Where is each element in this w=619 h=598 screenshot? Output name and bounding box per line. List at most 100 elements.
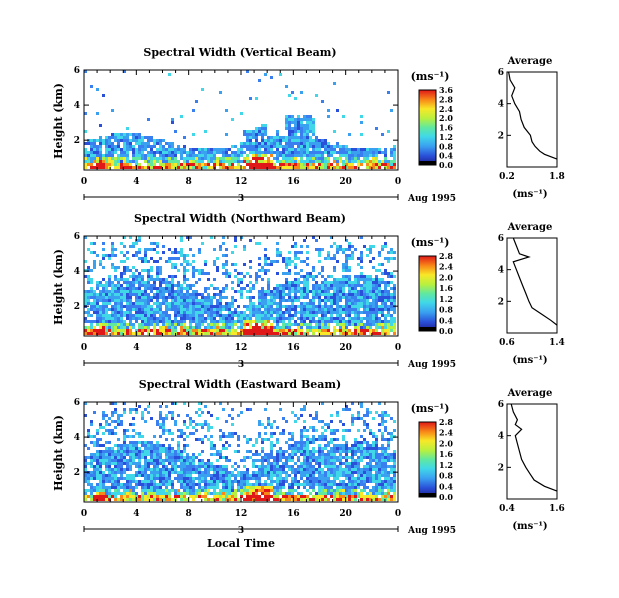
heatmap-cell (315, 293, 318, 296)
heatmap-cell (153, 459, 156, 462)
heatmap-cell (393, 145, 396, 148)
heatmap-cell (117, 483, 120, 486)
heatmap-cell (267, 278, 270, 281)
heatmap-cell (288, 269, 291, 272)
heatmap-cell (360, 151, 363, 154)
heatmap-cell (312, 275, 315, 278)
heatmap-cell (171, 483, 174, 486)
heatmap-cell (90, 435, 93, 438)
heatmap-cell (138, 239, 141, 242)
heatmap-cell (288, 305, 291, 308)
profile-x-tick-label: 0.6 (499, 338, 515, 348)
heatmap-cell (354, 248, 357, 251)
heatmap-cell (114, 432, 117, 435)
heatmap-cell (342, 429, 345, 432)
heatmap-cell (312, 465, 315, 468)
heatmap-cell (255, 471, 258, 474)
heatmap-cell (180, 287, 183, 290)
heatmap-cell (162, 251, 165, 254)
heatmap-cell (279, 314, 282, 317)
heatmap-cell (120, 447, 123, 450)
heatmap-cell (288, 263, 291, 266)
heatmap-cell (114, 453, 117, 456)
heatmap-cell (108, 477, 111, 480)
heatmap-cell (366, 320, 369, 323)
heatmap-cell (174, 465, 177, 468)
heatmap-cell (312, 157, 315, 160)
heatmap-cell (96, 474, 99, 477)
heatmap-cell (195, 411, 198, 414)
heatmap-cell (198, 408, 201, 411)
heatmap-cell (261, 266, 264, 269)
heatmap-cell (210, 148, 213, 151)
heatmap-cell (339, 245, 342, 248)
heatmap-cell (168, 323, 171, 326)
heatmap-cell (180, 329, 183, 332)
heatmap-cell (156, 329, 159, 332)
heatmap-cell (129, 486, 132, 489)
heatmap-cell (138, 299, 141, 302)
heatmap-cell (345, 278, 348, 281)
heatmap-cell (213, 489, 216, 492)
heatmap-cell (264, 459, 267, 462)
heatmap-cell (276, 308, 279, 311)
heatmap-cell (216, 320, 219, 323)
heatmap-cell (246, 329, 249, 332)
profile-y-tick-label: 6 (498, 234, 504, 244)
heatmap-cell (216, 417, 219, 420)
heatmap-cell (270, 447, 273, 450)
heatmap-cell (219, 166, 222, 169)
heatmap-cell (378, 269, 381, 272)
heatmap-cell (156, 441, 159, 444)
heatmap-cell (93, 242, 96, 245)
heatmap-cell (267, 148, 270, 151)
heatmap-cell (126, 142, 129, 145)
heatmap-cell (84, 332, 87, 335)
heatmap-cell (132, 242, 135, 245)
heatmap-cell (168, 257, 171, 260)
x-tick-label: 4 (133, 177, 139, 187)
heatmap-cell (315, 429, 318, 432)
heatmap-cell (288, 163, 291, 166)
heatmap-cell (339, 459, 342, 462)
heatmap-cell (261, 462, 264, 465)
heatmap-cell (102, 139, 105, 142)
heatmap-cell (138, 302, 141, 305)
heatmap-cell (132, 314, 135, 317)
heatmap-cell (294, 320, 297, 323)
heatmap-cell (291, 456, 294, 459)
heatmap-cell (138, 468, 141, 471)
heatmap-cell (108, 160, 111, 163)
heatmap-cell (336, 251, 339, 254)
heatmap-cell (309, 474, 312, 477)
heatmap-cell (204, 166, 207, 169)
heatmap-cell (243, 435, 246, 438)
heatmap-cell (174, 317, 177, 320)
heatmap-cell (102, 462, 105, 465)
heatmap-cell (165, 453, 168, 456)
heatmap-cell (312, 148, 315, 151)
heatmap-cell (303, 471, 306, 474)
heatmap-cell (255, 139, 258, 142)
heatmap-cell (222, 471, 225, 474)
heatmap-cell (198, 251, 201, 254)
heatmap-cell (84, 414, 87, 417)
heatmap-cell (243, 311, 246, 314)
heatmap-cell (327, 308, 330, 311)
heatmap-cell (231, 145, 234, 148)
heatmap-cell (228, 495, 231, 498)
heatmap-cell (240, 296, 243, 299)
heatmap-cell (189, 308, 192, 311)
heatmap-cell (186, 462, 189, 465)
heatmap-cell (390, 251, 393, 254)
heatmap-cell (141, 456, 144, 459)
heatmap-cell (159, 290, 162, 293)
heatmap-cell (321, 438, 324, 441)
heatmap-cell (351, 459, 354, 462)
heatmap-cell (378, 151, 381, 154)
heatmap-cell (339, 332, 342, 335)
heatmap-cell (327, 281, 330, 284)
heatmap-cell (270, 299, 273, 302)
heatmap-cell (135, 492, 138, 495)
heatmap-cell (219, 299, 222, 302)
